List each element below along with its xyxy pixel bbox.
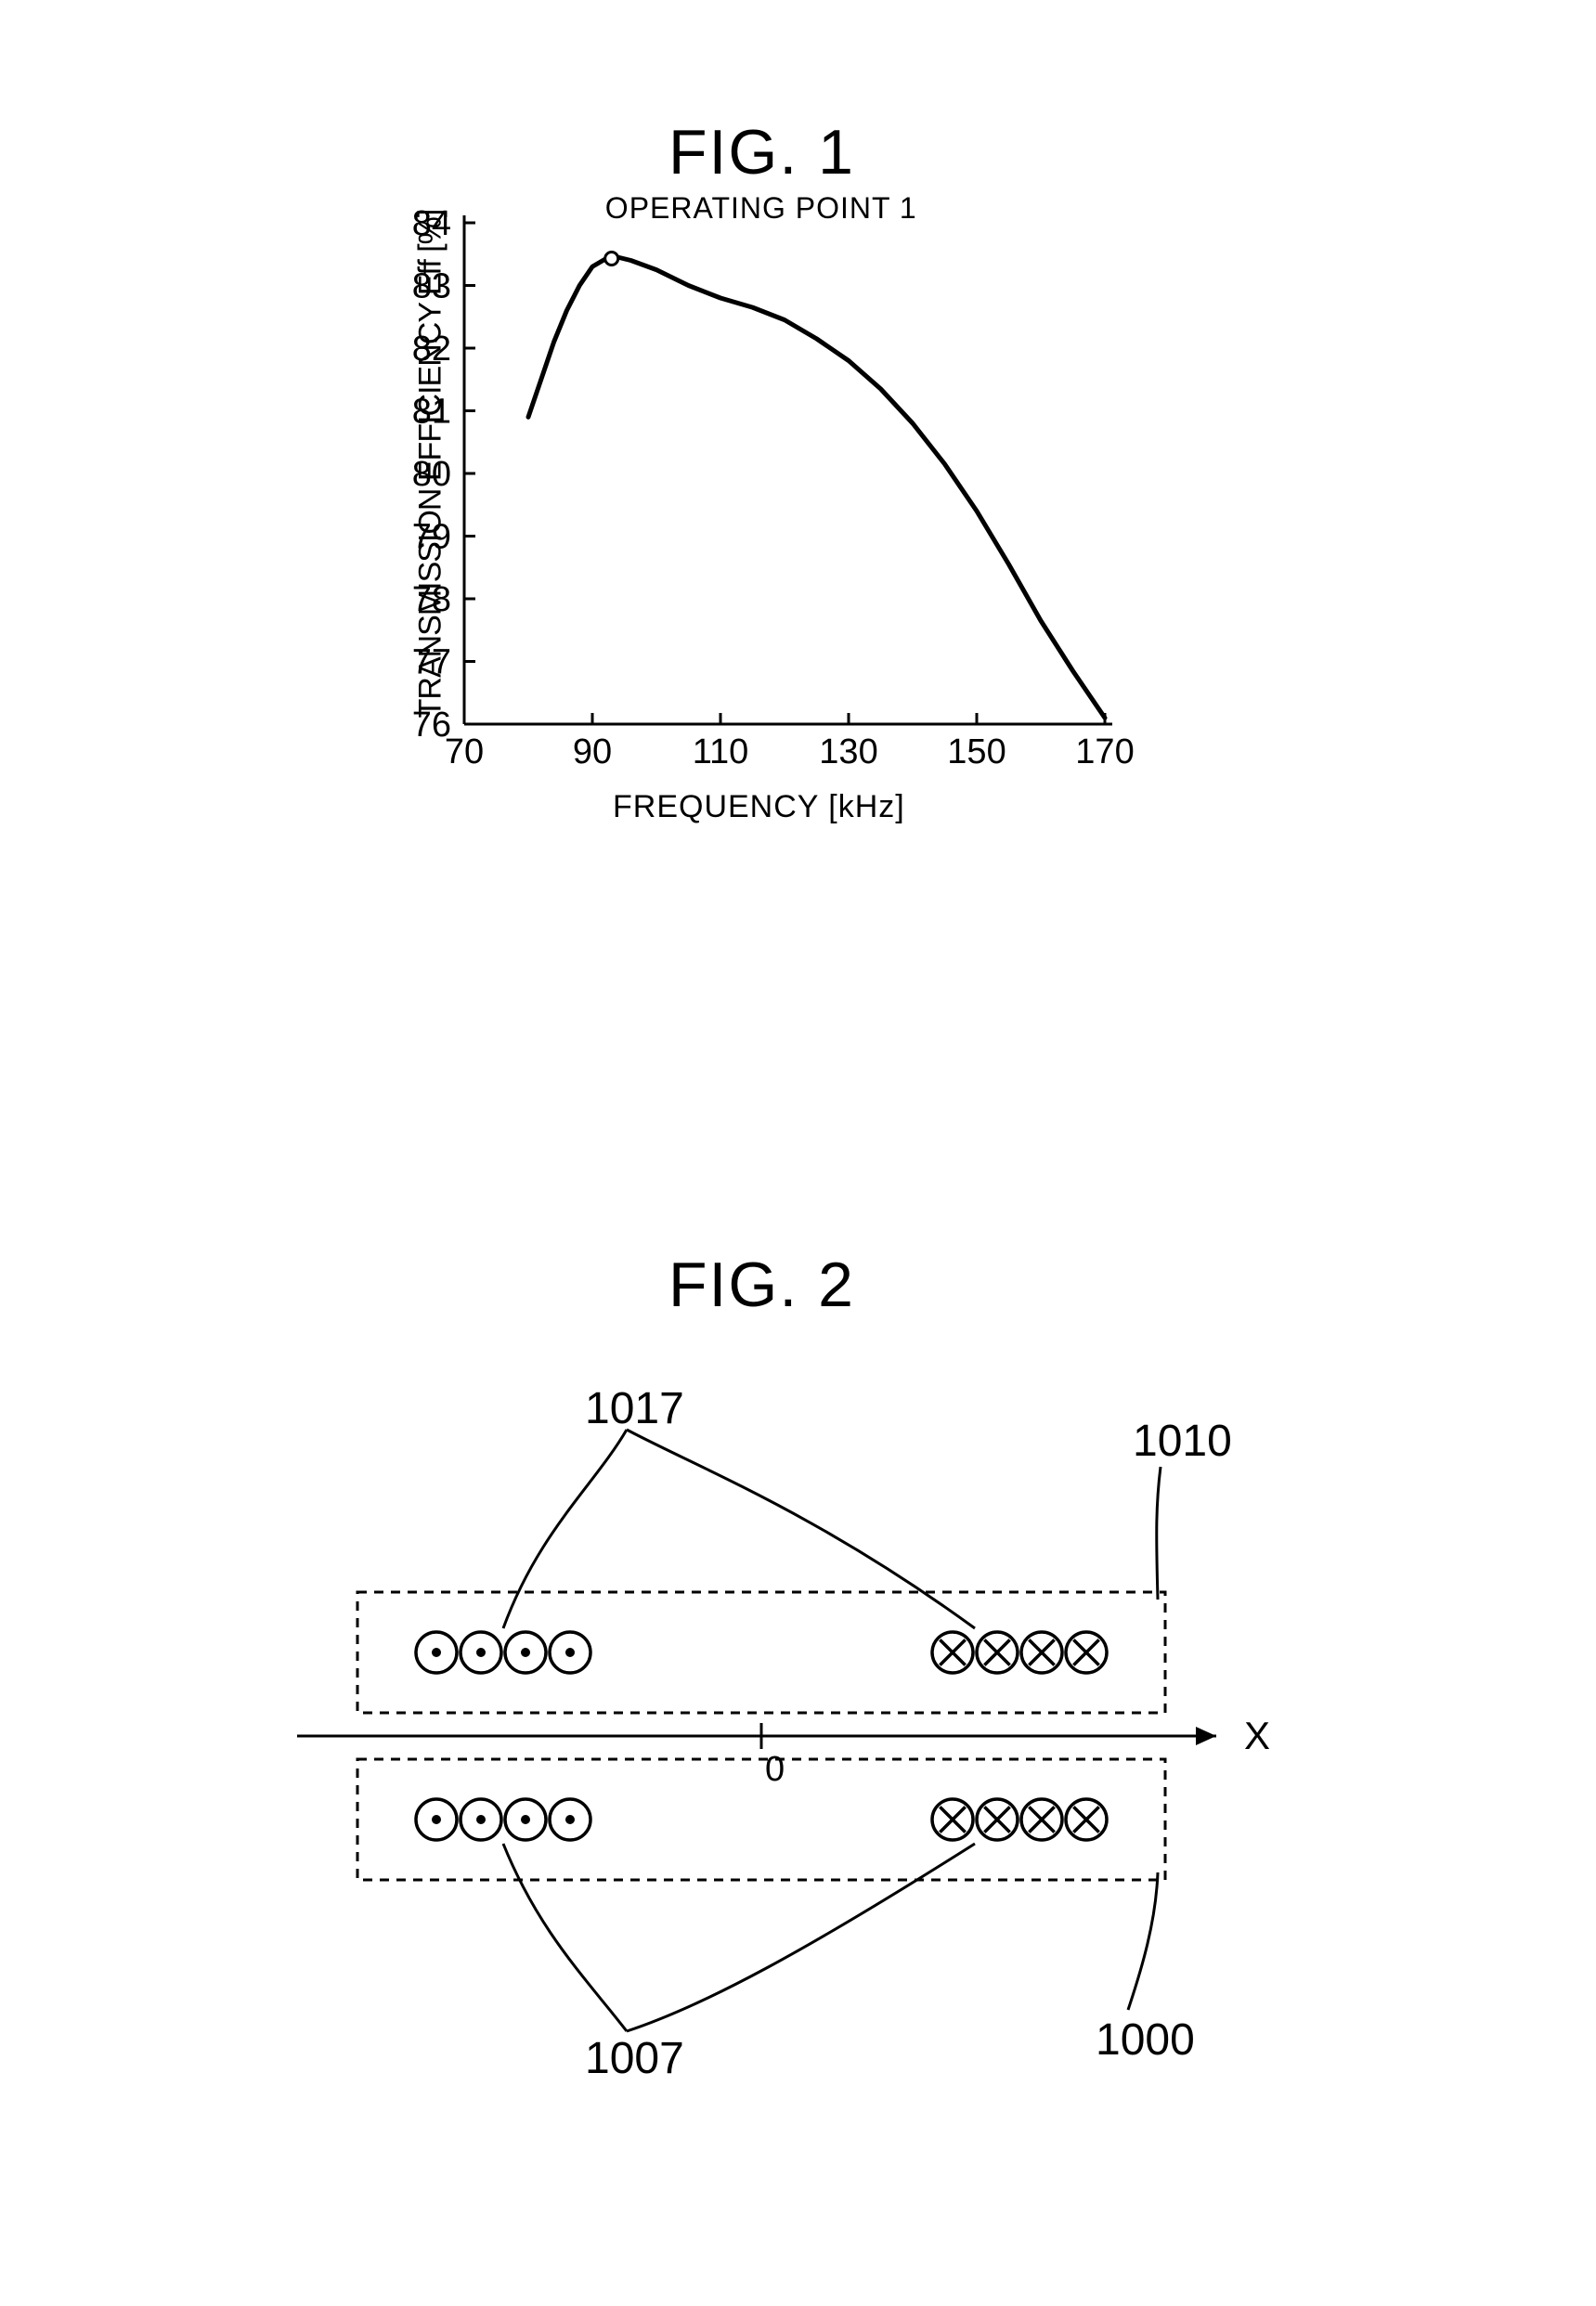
- fig1-title: FIG. 1: [668, 116, 855, 188]
- svg-text:OPERATING POINT 1: OPERATING POINT 1: [605, 195, 917, 225]
- fig2-diagram-svg: 0X: [260, 1365, 1337, 2126]
- ref-1017: 1017: [585, 1383, 684, 1434]
- fig2-title: FIG. 2: [668, 1249, 855, 1321]
- fig1-ylabel: TRANSMISSION EFFICIENCY Eff [%]: [412, 210, 448, 719]
- svg-text:90: 90: [573, 732, 612, 771]
- svg-text:70: 70: [445, 732, 484, 771]
- fig1-chart: TRANSMISSION EFFICIENCY Eff [%] 76777879…: [316, 195, 1170, 836]
- svg-text:X: X: [1244, 1714, 1270, 1757]
- fig2-diagram: 0X 1017 1010 1007 1000: [260, 1365, 1337, 2126]
- ref-1010: 1010: [1133, 1416, 1232, 1467]
- svg-text:130: 130: [819, 732, 877, 771]
- svg-text:110: 110: [693, 732, 749, 771]
- fig1-xlabel: FREQUENCY [kHz]: [613, 789, 905, 825]
- svg-text:170: 170: [1075, 732, 1134, 771]
- ref-1000: 1000: [1096, 2015, 1195, 2066]
- svg-text:150: 150: [947, 732, 1006, 771]
- ref-1007: 1007: [585, 2033, 684, 2084]
- svg-text:0: 0: [765, 1750, 785, 1789]
